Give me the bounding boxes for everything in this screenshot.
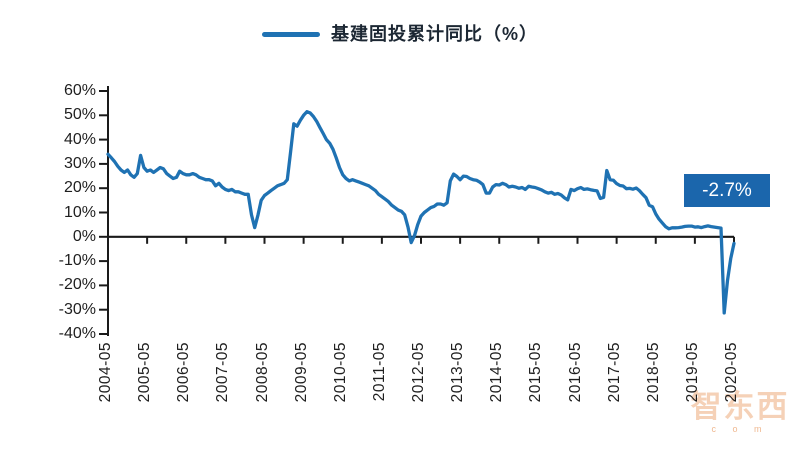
y-tick-label: 0% bbox=[72, 227, 96, 245]
x-tick-label: 2010-05 bbox=[331, 342, 349, 403]
x-tick-label: 2013-05 bbox=[449, 342, 467, 403]
x-tick-label: 2005-05 bbox=[136, 342, 154, 403]
x-tick-label: 2009-05 bbox=[292, 342, 310, 403]
y-tick-label: 20% bbox=[63, 179, 96, 197]
chart-legend: 基建固投累计同比（%） bbox=[0, 16, 800, 50]
legend-label: 基建固投累计同比（%） bbox=[330, 24, 538, 44]
x-tick-label: 2004-05 bbox=[97, 342, 114, 403]
series-line bbox=[106, 110, 736, 315]
x-tick-label: 2008-05 bbox=[253, 342, 271, 403]
x-tick-label: 2014-05 bbox=[488, 342, 506, 403]
y-tick-label: -40% bbox=[58, 325, 96, 342]
y-tick-label: 30% bbox=[63, 154, 96, 172]
watermark-logo-text: 智东西 bbox=[690, 389, 790, 424]
x-tick-label: 2017-05 bbox=[605, 342, 623, 403]
y-tick-label: 10% bbox=[63, 203, 96, 221]
y-tick-label: -10% bbox=[58, 252, 96, 270]
x-tick-label: 2011-05 bbox=[370, 342, 388, 402]
x-tick-label: 2006-05 bbox=[175, 342, 193, 403]
x-tick-label: 2020-05 bbox=[723, 342, 740, 403]
x-tick-label: 2015-05 bbox=[527, 342, 545, 403]
x-tick-label: 2012-05 bbox=[410, 342, 427, 403]
x-tick-label: 2007-05 bbox=[214, 342, 232, 403]
x-tick-label: 2016-05 bbox=[566, 342, 584, 403]
y-tick-label: -20% bbox=[58, 276, 96, 294]
y-tick-label: 50% bbox=[63, 106, 96, 124]
y-tick-label: 60% bbox=[63, 82, 96, 99]
x-tick-label: 2018-05 bbox=[644, 342, 662, 403]
x-tick-label: 2019-05 bbox=[683, 342, 701, 403]
legend-line-swatch bbox=[261, 31, 320, 37]
watermark-sub-text: c o m bbox=[711, 424, 769, 434]
y-tick-label: 40% bbox=[63, 130, 96, 148]
watermark: 智东西 c o m bbox=[686, 389, 794, 435]
y-tick-label: -30% bbox=[58, 300, 96, 318]
data-label-badge: -2.7% bbox=[684, 174, 770, 207]
